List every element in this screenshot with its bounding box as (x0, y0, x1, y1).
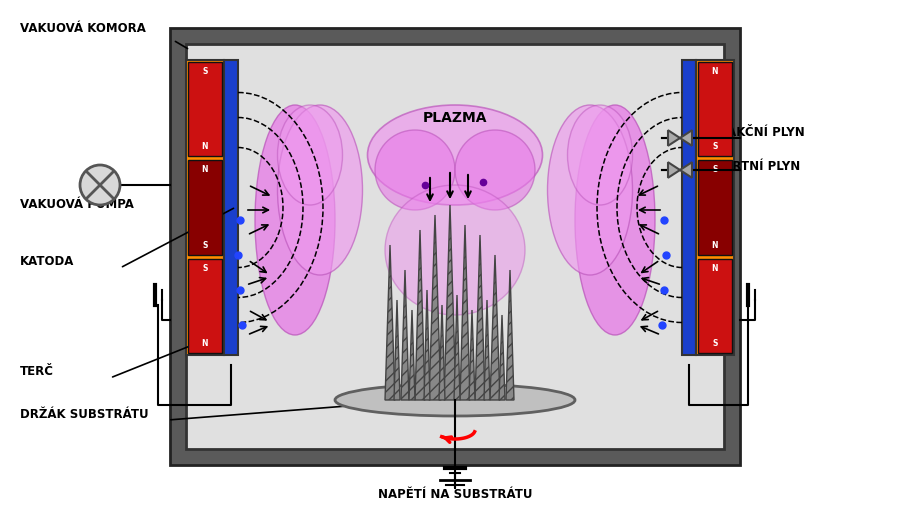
Polygon shape (409, 310, 415, 400)
Text: PLAZMA: PLAZMA (423, 111, 487, 125)
Polygon shape (499, 315, 505, 400)
Bar (696, 60, 734, 355)
Text: VAKUOVÁ KOMORA: VAKUOVÁ KOMORA (20, 22, 146, 35)
Ellipse shape (455, 130, 535, 210)
Text: N: N (201, 165, 208, 174)
Ellipse shape (567, 105, 633, 205)
Ellipse shape (375, 130, 455, 210)
Ellipse shape (575, 105, 655, 335)
Polygon shape (490, 255, 500, 400)
Ellipse shape (335, 384, 575, 416)
Text: KATODA: KATODA (20, 255, 74, 268)
Polygon shape (506, 270, 514, 400)
Text: S: S (202, 67, 208, 76)
Polygon shape (454, 295, 460, 400)
Text: NAPĚTÍ NA SUBSTRÁTU: NAPĚTÍ NA SUBSTRÁTU (378, 488, 532, 501)
Polygon shape (680, 162, 692, 178)
Text: VAKUOVÁ PUMPA: VAKUOVÁ PUMPA (20, 198, 134, 211)
Ellipse shape (548, 105, 633, 275)
Bar (224, 60, 238, 355)
Polygon shape (469, 310, 475, 400)
Polygon shape (415, 230, 425, 400)
Text: S: S (712, 142, 718, 151)
Bar (698, 161, 732, 254)
Polygon shape (668, 130, 680, 146)
Text: TERČ: TERČ (20, 365, 54, 378)
Polygon shape (484, 300, 490, 400)
Bar (188, 161, 222, 254)
Polygon shape (668, 162, 680, 178)
Bar (188, 62, 222, 156)
Text: N: N (201, 142, 208, 151)
Polygon shape (429, 215, 441, 400)
Text: N: N (711, 241, 718, 250)
Bar (682, 60, 696, 355)
Ellipse shape (385, 185, 525, 315)
Polygon shape (444, 205, 456, 400)
Text: INERTNÍ PLYN: INERTNÍ PLYN (710, 160, 800, 172)
Text: S: S (712, 339, 718, 348)
Text: N: N (201, 339, 208, 348)
Ellipse shape (255, 105, 335, 335)
Polygon shape (680, 130, 692, 146)
Bar (170, 28, 740, 465)
Ellipse shape (368, 105, 542, 205)
Bar (186, 60, 224, 355)
Bar (186, 44, 724, 449)
Text: N: N (711, 264, 718, 273)
Polygon shape (394, 300, 400, 400)
Polygon shape (424, 290, 430, 400)
Polygon shape (475, 235, 485, 400)
Text: REAKČNÍ PLYN: REAKČNÍ PLYN (710, 127, 805, 140)
Bar (698, 259, 732, 353)
Text: N: N (711, 67, 718, 76)
Polygon shape (401, 270, 409, 400)
Bar (188, 259, 222, 353)
Ellipse shape (277, 105, 362, 275)
Polygon shape (439, 305, 445, 400)
Text: DRŽÁK SUBSTRÁTU: DRŽÁK SUBSTRÁTU (20, 408, 149, 421)
Text: S: S (712, 165, 718, 174)
Polygon shape (385, 245, 395, 400)
Ellipse shape (277, 105, 343, 205)
Polygon shape (460, 225, 470, 400)
Text: S: S (202, 264, 208, 273)
Circle shape (80, 165, 120, 205)
Text: S: S (202, 241, 208, 250)
Bar (698, 62, 732, 156)
